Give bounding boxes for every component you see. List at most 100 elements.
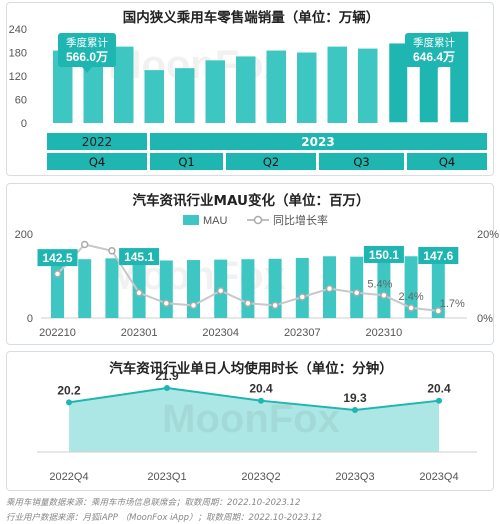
sales-bar — [205, 60, 225, 123]
duration-panel: 汽车资讯行业单日人均使用时长（单位：分钟） MoonFox 20.2 21.9 20.4… — [6, 351, 494, 491]
x-tick-label: 2023Q4 — [419, 471, 458, 483]
growth-marker — [108, 247, 116, 255]
growth-marker — [298, 293, 307, 301]
mau-panel: MoonFox汽车资讯行业MAU变化（单位：百万）MAU同比增长率200020%… — [6, 183, 500, 345]
quarter-band — [407, 153, 487, 170]
y-tick-right: 20% — [477, 229, 499, 241]
quarter-band — [150, 153, 223, 170]
duration-area — [69, 388, 439, 452]
duration-point — [436, 397, 442, 404]
mau-bar — [132, 257, 146, 318]
mau-bar — [78, 259, 92, 318]
x-tick-label: 202301 — [121, 327, 158, 339]
duration-point — [258, 397, 264, 404]
sales-bar — [144, 70, 164, 123]
quarter-label: Q2 — [263, 155, 279, 169]
growth-marker — [271, 301, 279, 310]
legend-swatch-bar — [183, 215, 199, 225]
growth-marker — [189, 301, 198, 310]
sales-chart: MoonFox 国内狭义乘用车零售端销量（单位：万辆） 0 60 120 180 240 季度… — [9, 9, 487, 170]
mau-bar — [51, 258, 64, 318]
growth-marker — [380, 291, 388, 300]
x-tick-label: 202210 — [39, 327, 76, 339]
mau-bar — [159, 260, 173, 318]
sales-bar — [53, 50, 73, 123]
x-tick-label: 202307 — [284, 327, 321, 339]
y-tick-label: 240 — [9, 24, 27, 36]
mau-value-label: 145.1 — [124, 250, 154, 264]
mau-value-label: 147.6 — [423, 249, 453, 263]
y-tick-left: 0 — [27, 313, 33, 325]
x-tick-label: 202304 — [202, 327, 239, 339]
growth-marker — [162, 299, 171, 308]
mau-value-label: 150.1 — [369, 248, 399, 262]
growth-marker — [434, 307, 443, 315]
watermark-text: MoonFox — [162, 397, 340, 441]
duration-value-label: 19.3 — [343, 391, 367, 405]
sales-bar — [236, 56, 256, 123]
watermark-text: MoonFox — [108, 43, 286, 87]
sales-bar — [387, 41, 409, 124]
y-tick-label: 120 — [9, 71, 27, 83]
growth-marker — [244, 299, 252, 308]
y-tick-label: 0 — [21, 118, 27, 130]
x-tick-label: 2023Q2 — [241, 471, 280, 483]
growth-marker — [352, 289, 361, 297]
mau-value-box — [119, 248, 160, 266]
legend-label-mau: MAU — [203, 215, 228, 227]
sales-bar — [297, 52, 317, 123]
growth-value-label: 1.7% — [440, 298, 465, 310]
legend-label-growth: 同比增长率 — [273, 213, 328, 227]
mau-bar — [105, 258, 119, 318]
quarter-label: Q3 — [353, 155, 369, 169]
mau-bar — [404, 256, 418, 318]
mau-bar — [268, 258, 282, 318]
year-band-2022 — [47, 133, 147, 150]
y-tick-right: 0% — [477, 313, 493, 325]
mau-value-label: 142.5 — [42, 251, 72, 265]
sales-bar — [114, 46, 134, 123]
growth-value-label: 2.4% — [399, 291, 424, 303]
growth-marker — [80, 240, 89, 249]
duration-point — [66, 399, 72, 406]
quarter-label: Q4 — [439, 155, 455, 169]
year-band-2023 — [150, 133, 487, 150]
footer-source-users: 行业用户数据来源：月狐iAPP （MoonFox iApp）；取数周期：2022… — [6, 513, 322, 523]
sales-bar — [83, 58, 103, 123]
y-tick-label: 180 — [9, 48, 27, 60]
growth-marker — [407, 304, 415, 312]
growth-value-label: 5.4% — [367, 278, 392, 290]
year-label: 2022 — [82, 135, 113, 149]
mau-chart: MoonFox汽车资讯行业MAU变化（单位：百万）MAU同比增长率200020%… — [15, 192, 500, 339]
x-tick-label: 202310 — [366, 327, 403, 339]
chart-title: 汽车资讯行业单日人均使用时长（单位：分钟） — [109, 360, 393, 377]
mau-value-box — [363, 245, 404, 263]
footer-source-sales: 乘用车销量数据来源：乘用车市场信息联席会；取数周期：2022.10-2023.1… — [6, 498, 301, 508]
callout-label: 季度累计 — [413, 36, 455, 49]
callout-box — [405, 33, 463, 67]
x-tick-label: 2022Q4 — [49, 471, 88, 483]
sales-bar — [327, 46, 347, 123]
sales-bar — [266, 50, 286, 123]
quarter-band — [319, 153, 404, 170]
growth-marker — [135, 289, 143, 297]
quarter-label: Q4 — [89, 155, 105, 169]
y-tick-left: 200 — [15, 229, 33, 241]
callout-value: 566.0万 — [66, 50, 108, 64]
duration-value-label: 20.2 — [57, 383, 81, 397]
duration-value-label: 20.4 — [249, 382, 273, 396]
x-tick-label: 2023Q1 — [147, 471, 186, 483]
mau-bar — [187, 260, 200, 318]
duration-value-label: 21.9 — [155, 369, 179, 383]
quarter-band — [47, 153, 147, 170]
x-tick-label: 2023Q3 — [335, 471, 374, 483]
callout-box — [58, 33, 116, 67]
growth-marker — [325, 284, 334, 293]
chart-title: 国内狭义乘用车零售端销量（单位：万辆） — [123, 9, 380, 26]
y-tick-label: 60 — [15, 95, 27, 107]
quarter-label: Q1 — [178, 155, 194, 169]
quarter-band — [226, 153, 316, 170]
mau-bar — [431, 256, 445, 318]
sales-bar — [175, 68, 195, 123]
mau-bar — [377, 254, 391, 318]
